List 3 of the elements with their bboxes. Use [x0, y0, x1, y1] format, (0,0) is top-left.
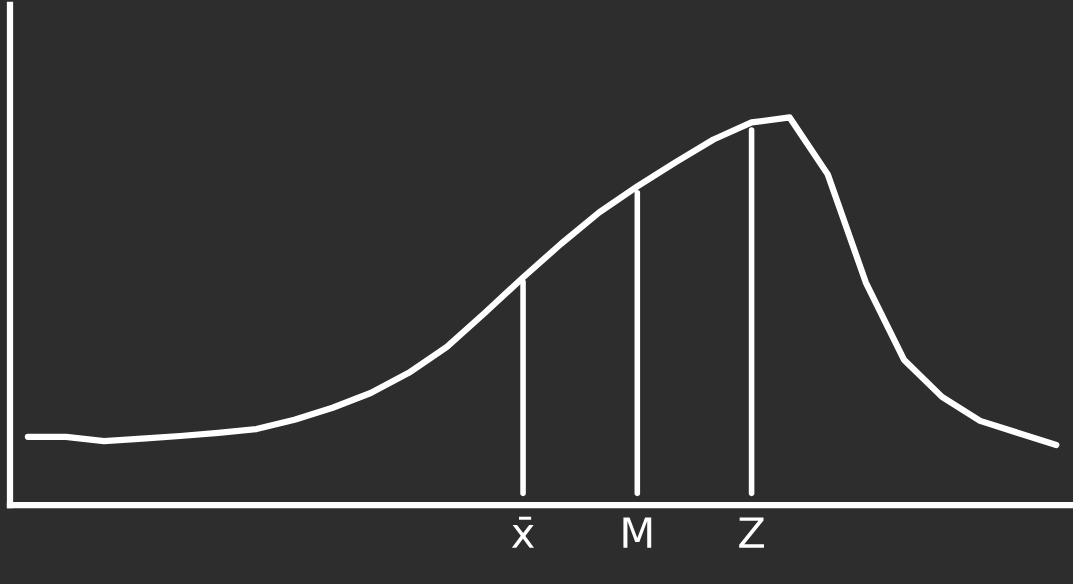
x-tick-label: x̄ — [511, 516, 535, 548]
x-tick-label: Z — [739, 517, 764, 548]
x-tick-label: M — [623, 517, 652, 548]
